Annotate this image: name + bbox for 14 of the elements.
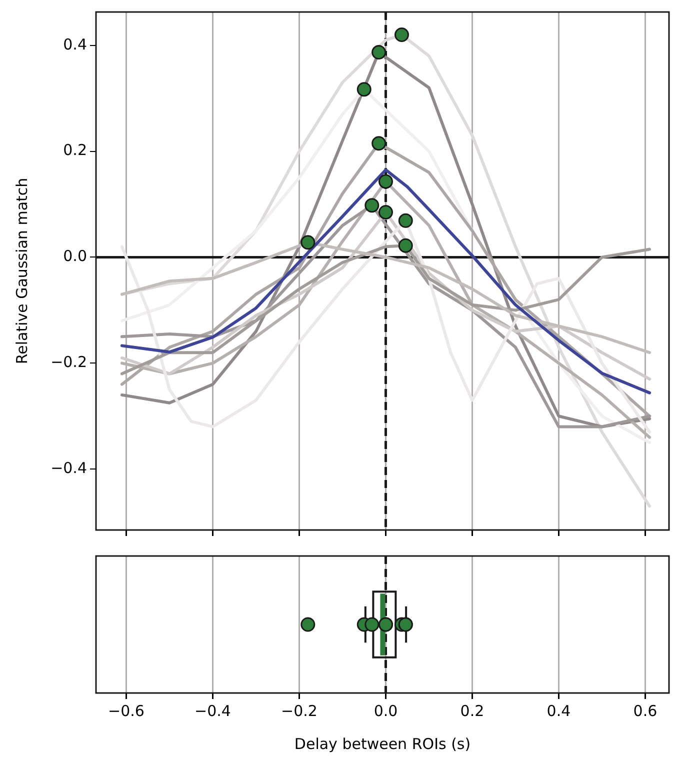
- x-axis-title: Delay between ROIs (s): [294, 734, 471, 753]
- x-tick-label: 0.6: [633, 702, 658, 720]
- y-tick-label: −0.4: [50, 458, 87, 477]
- x-tick-label: −0.2: [281, 702, 318, 720]
- y-tick-label: 0.4: [63, 35, 87, 54]
- y-tick-label: 0.2: [63, 141, 87, 160]
- y-axis-title: Relative Gaussian match: [12, 178, 31, 364]
- x-tick-label: −0.6: [108, 702, 144, 720]
- y-tick-label: 0.0: [63, 247, 87, 266]
- x-tick-label: 0.0: [374, 702, 398, 720]
- x-tick-label: 0.4: [546, 702, 571, 720]
- x-tick-label: −0.4: [194, 702, 231, 720]
- y-tick-label: −0.2: [50, 353, 87, 372]
- x-tick-label: 0.2: [460, 702, 484, 720]
